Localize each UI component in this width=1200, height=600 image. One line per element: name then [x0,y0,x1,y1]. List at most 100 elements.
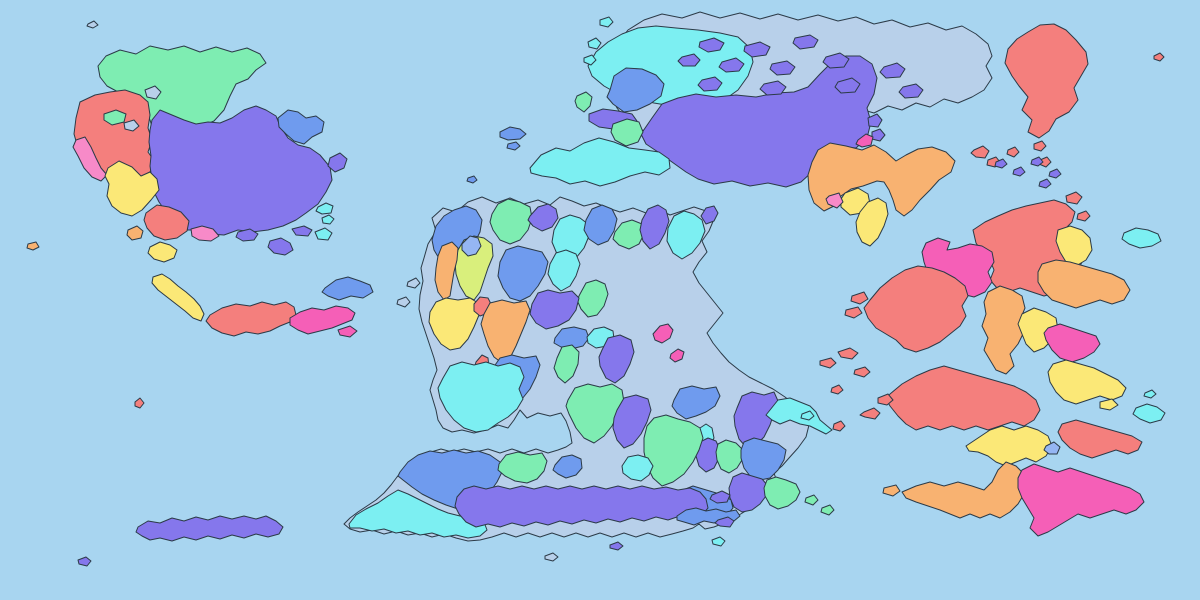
region-isl-purple-a[interactable] [235,228,259,242]
region-isl-blue-b[interactable] [499,126,527,141]
region-isl-blue-c[interactable] [506,141,521,151]
region-isl-blue-d[interactable] [466,175,478,184]
region-c-blue-c1[interactable] [497,245,549,302]
region-c-orange-c[interactable] [480,299,531,364]
region-c-blue-c3[interactable] [553,326,590,350]
region-s-purple-islet-b[interactable] [714,516,735,528]
region-e-coral-e[interactable] [1057,419,1143,459]
region-isl-yellow-a[interactable] [147,241,178,263]
region-s-cyan-islet[interactable] [711,536,726,547]
region-e-blue-dot[interactable] [1043,441,1061,455]
region-c-purple-e1[interactable] [733,391,779,448]
region-tr-red-dot-a[interactable] [1033,140,1047,152]
region-n-cyan-islet-c[interactable] [599,16,614,28]
region-isl-red-tiny[interactable] [134,397,145,409]
region-e-coral-isl-c[interactable] [837,347,859,360]
region-n-blue[interactable] [606,67,665,113]
region-n-blob-k[interactable] [898,83,924,99]
region-n-blob-i[interactable] [697,76,723,92]
region-n-blob-g[interactable] [834,77,861,94]
region-c-pale-isl-b[interactable] [396,296,411,308]
region-c-purple-s[interactable] [612,394,652,449]
region-e-cyan-dot2[interactable] [800,410,815,421]
region-nw-pink1[interactable] [72,136,108,182]
region-n-cyan-islet-a[interactable] [587,37,602,50]
region-c-purple-n2[interactable] [639,204,670,250]
region-s-blue-tail[interactable] [676,507,741,526]
region-nw-blue-sm[interactable] [277,109,325,145]
region-isl-purple-c[interactable] [291,225,313,237]
region-ne-cyan-isl[interactable] [1121,227,1162,249]
region-c-purple-se[interactable] [728,472,769,513]
region-tr-red-dot-b[interactable] [1006,146,1020,158]
region-c-cyan-c1[interactable] [547,249,581,292]
region-e-orange-e[interactable] [1037,259,1131,309]
region-e-yellow-ne[interactable] [1055,225,1093,267]
region-ne-purple-dot-a[interactable] [994,158,1008,169]
region-tr-red-dot-d[interactable] [1153,52,1165,62]
region-c-lightblue-sm[interactable] [461,235,482,257]
region-e-yellow-s[interactable] [965,425,1053,467]
region-tr-red[interactable] [1004,23,1089,139]
region-c-cyan-sw[interactable] [437,361,525,433]
region-c-mint-c1[interactable] [576,279,609,318]
region-isl-purple-b[interactable] [267,237,294,256]
region-isl-cyan-c[interactable] [321,214,335,225]
region-c-mint-se[interactable] [763,476,801,510]
region-c-purple-c2[interactable] [598,334,635,384]
region-e-yellow-hook[interactable] [1099,398,1119,411]
region-isl-yellow-b[interactable] [151,273,205,322]
region-c-blue-e1[interactable] [671,385,721,420]
region-isl-pink-a[interactable] [289,305,356,335]
region-e-magenta2[interactable] [1043,323,1101,363]
region-n-blob-d[interactable] [718,57,745,73]
region-c-cyan-ne[interactable] [666,210,706,260]
region-ne-coral-isl-c[interactable] [1065,191,1083,205]
region-isl-pink-tail[interactable] [337,325,358,338]
region-ne-purple-dot-d[interactable] [1048,168,1062,179]
region-n-green-sliver[interactable] [574,91,593,113]
region-n-purple-islet-a[interactable] [867,113,883,128]
region-c-mint-e1[interactable] [715,439,744,474]
region-s-cyan-e[interactable] [621,454,654,482]
region-n-cyan-islet-b[interactable] [583,54,597,66]
region-e-coral-isl-a[interactable] [859,407,881,420]
region-ne-purple-dot-c[interactable] [1030,156,1044,167]
region-n-blob-a[interactable] [698,37,725,53]
region-nw-purple[interactable] [148,105,333,236]
region-ne-purple-dot-e[interactable] [1038,178,1052,189]
region-e-red-dot-b[interactable] [832,420,846,432]
region-e-orange-c[interactable] [981,285,1026,375]
region-c-purple-c1[interactable] [529,289,580,330]
region-nw-lake-mint[interactable] [103,109,127,126]
region-e-magenta3[interactable] [1017,463,1145,537]
region-e-red-dot-a[interactable] [830,384,844,395]
region-e-coral-isl-d[interactable] [819,357,837,369]
region-c-yellow-w[interactable] [428,297,480,351]
region-isl-orange-tiny[interactable] [26,241,40,251]
region-s-blue2[interactable] [552,454,583,479]
region-e-cyan-edge[interactable] [1132,403,1166,424]
region-n-blob-h[interactable] [759,80,787,96]
region-ne-coral-isl-a[interactable] [970,145,990,159]
region-isl-pink-c[interactable] [652,323,674,344]
region-c-purple-top[interactable] [527,203,559,232]
region-c-blue-n[interactable] [583,204,618,246]
region-n-blob-f[interactable] [822,52,850,69]
region-s-purple-islet-a[interactable] [709,490,731,504]
region-c-orange-w[interactable] [434,241,459,301]
region-e-cyan-dot[interactable] [1143,389,1157,399]
region-ne-purple-dot-b[interactable] [1012,166,1026,177]
region-c-mint-top[interactable] [489,198,533,245]
region-c-cyan-e1[interactable] [765,397,833,435]
region-n-cyan-dragon[interactable] [529,137,671,187]
region-c-mint-c2[interactable] [553,344,580,384]
region-e-coral-w-tip-a[interactable] [850,291,869,305]
region-n-blob-b[interactable] [743,41,771,58]
region-ne-coral-isl-d[interactable] [1076,210,1091,222]
region-n-blob-l[interactable] [677,53,701,67]
region-e-coral-isl-b[interactable] [877,393,894,406]
region-e-teal-dot-a[interactable] [804,494,819,506]
region-c-cyan-n[interactable] [551,214,590,262]
